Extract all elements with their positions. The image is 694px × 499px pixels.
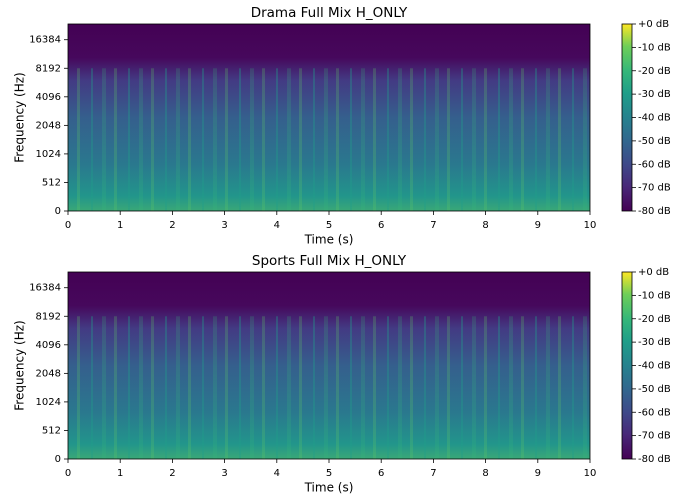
x-tick-label: 4 xyxy=(274,220,280,231)
x-tick-label: 1 xyxy=(117,468,123,479)
x-tick-label: 6 xyxy=(378,468,384,479)
colorbar-tick-label: -70 dB xyxy=(638,431,671,442)
colorbar xyxy=(621,271,633,460)
colorbar-tick-label: -10 dB xyxy=(638,290,671,301)
y-axis-label: Frequency (Hz) xyxy=(13,72,27,163)
y-tick-label: 0 xyxy=(55,206,61,217)
y-tick-label: 2048 xyxy=(36,368,61,379)
x-tick-label: 6 xyxy=(378,220,384,231)
colorbar-tick-label: -10 dB xyxy=(638,42,671,53)
colorbar-tick-label: -50 dB xyxy=(638,384,671,395)
spectrogram-texture xyxy=(68,316,590,459)
colorbar-tick-label: -30 dB xyxy=(638,337,671,348)
x-tick-label: 3 xyxy=(221,220,227,231)
y-tick-label: 1024 xyxy=(36,149,61,160)
y-tick-label: 2048 xyxy=(36,120,61,131)
chart-title: Sports Full Mix H_ONLY xyxy=(252,253,407,269)
x-tick-label: 5 xyxy=(326,468,332,479)
colorbar-tick-label: +0 dB xyxy=(638,267,669,278)
colorbar-tick-label: -40 dB xyxy=(638,361,671,372)
x-tick-label: 1 xyxy=(117,220,123,231)
x-tick-label: 8 xyxy=(482,220,488,231)
colorbar-tick-label: -60 dB xyxy=(638,407,671,418)
x-tick-label: 5 xyxy=(326,220,332,231)
x-tick-label: 10 xyxy=(584,468,597,479)
x-tick-label: 0 xyxy=(65,220,71,231)
x-axis-label: Time (s) xyxy=(304,481,354,495)
colorbar xyxy=(621,23,633,212)
y-tick-label: 4096 xyxy=(36,92,61,103)
y-axis-label: Frequency (Hz) xyxy=(13,320,27,411)
x-tick-label: 8 xyxy=(482,468,488,479)
y-tick-label: 8192 xyxy=(36,311,61,322)
colorbar-tick-label: -70 dB xyxy=(638,183,671,194)
spectrogram-texture xyxy=(68,68,590,211)
x-tick-label: 7 xyxy=(430,220,436,231)
y-tick-label: 512 xyxy=(42,425,61,436)
colorbar-tick-label: -40 dB xyxy=(638,113,671,124)
y-tick-label: 1024 xyxy=(36,397,61,408)
colorbar-tick-label: -50 dB xyxy=(638,136,671,147)
y-tick-label: 0 xyxy=(55,454,61,465)
y-tick-label: 16384 xyxy=(29,283,61,294)
colorbar-tick-label: -20 dB xyxy=(638,314,671,325)
colorbar-tick-label: +0 dB xyxy=(638,19,669,30)
x-tick-label: 2 xyxy=(169,220,175,231)
x-tick-label: 2 xyxy=(169,468,175,479)
colorbar-tick-label: -20 dB xyxy=(638,66,671,77)
chart-title: Drama Full Mix H_ONLY xyxy=(251,5,408,21)
y-tick-label: 512 xyxy=(42,177,61,188)
x-tick-label: 4 xyxy=(274,468,280,479)
x-tick-label: 9 xyxy=(535,468,541,479)
x-tick-label: 3 xyxy=(221,468,227,479)
colorbar-tick-label: -80 dB xyxy=(638,206,671,217)
x-tick-label: 9 xyxy=(535,220,541,231)
colorbar-tick-label: -30 dB xyxy=(638,89,671,100)
colorbar-tick-label: -80 dB xyxy=(638,454,671,465)
y-tick-label: 4096 xyxy=(36,340,61,351)
colorbar-tick-label: -60 dB xyxy=(638,159,671,170)
x-tick-label: 10 xyxy=(584,220,597,231)
x-tick-label: 0 xyxy=(65,468,71,479)
x-tick-label: 7 xyxy=(430,468,436,479)
y-tick-label: 8192 xyxy=(36,63,61,74)
y-tick-label: 16384 xyxy=(29,35,61,46)
x-axis-label: Time (s) xyxy=(304,233,354,247)
